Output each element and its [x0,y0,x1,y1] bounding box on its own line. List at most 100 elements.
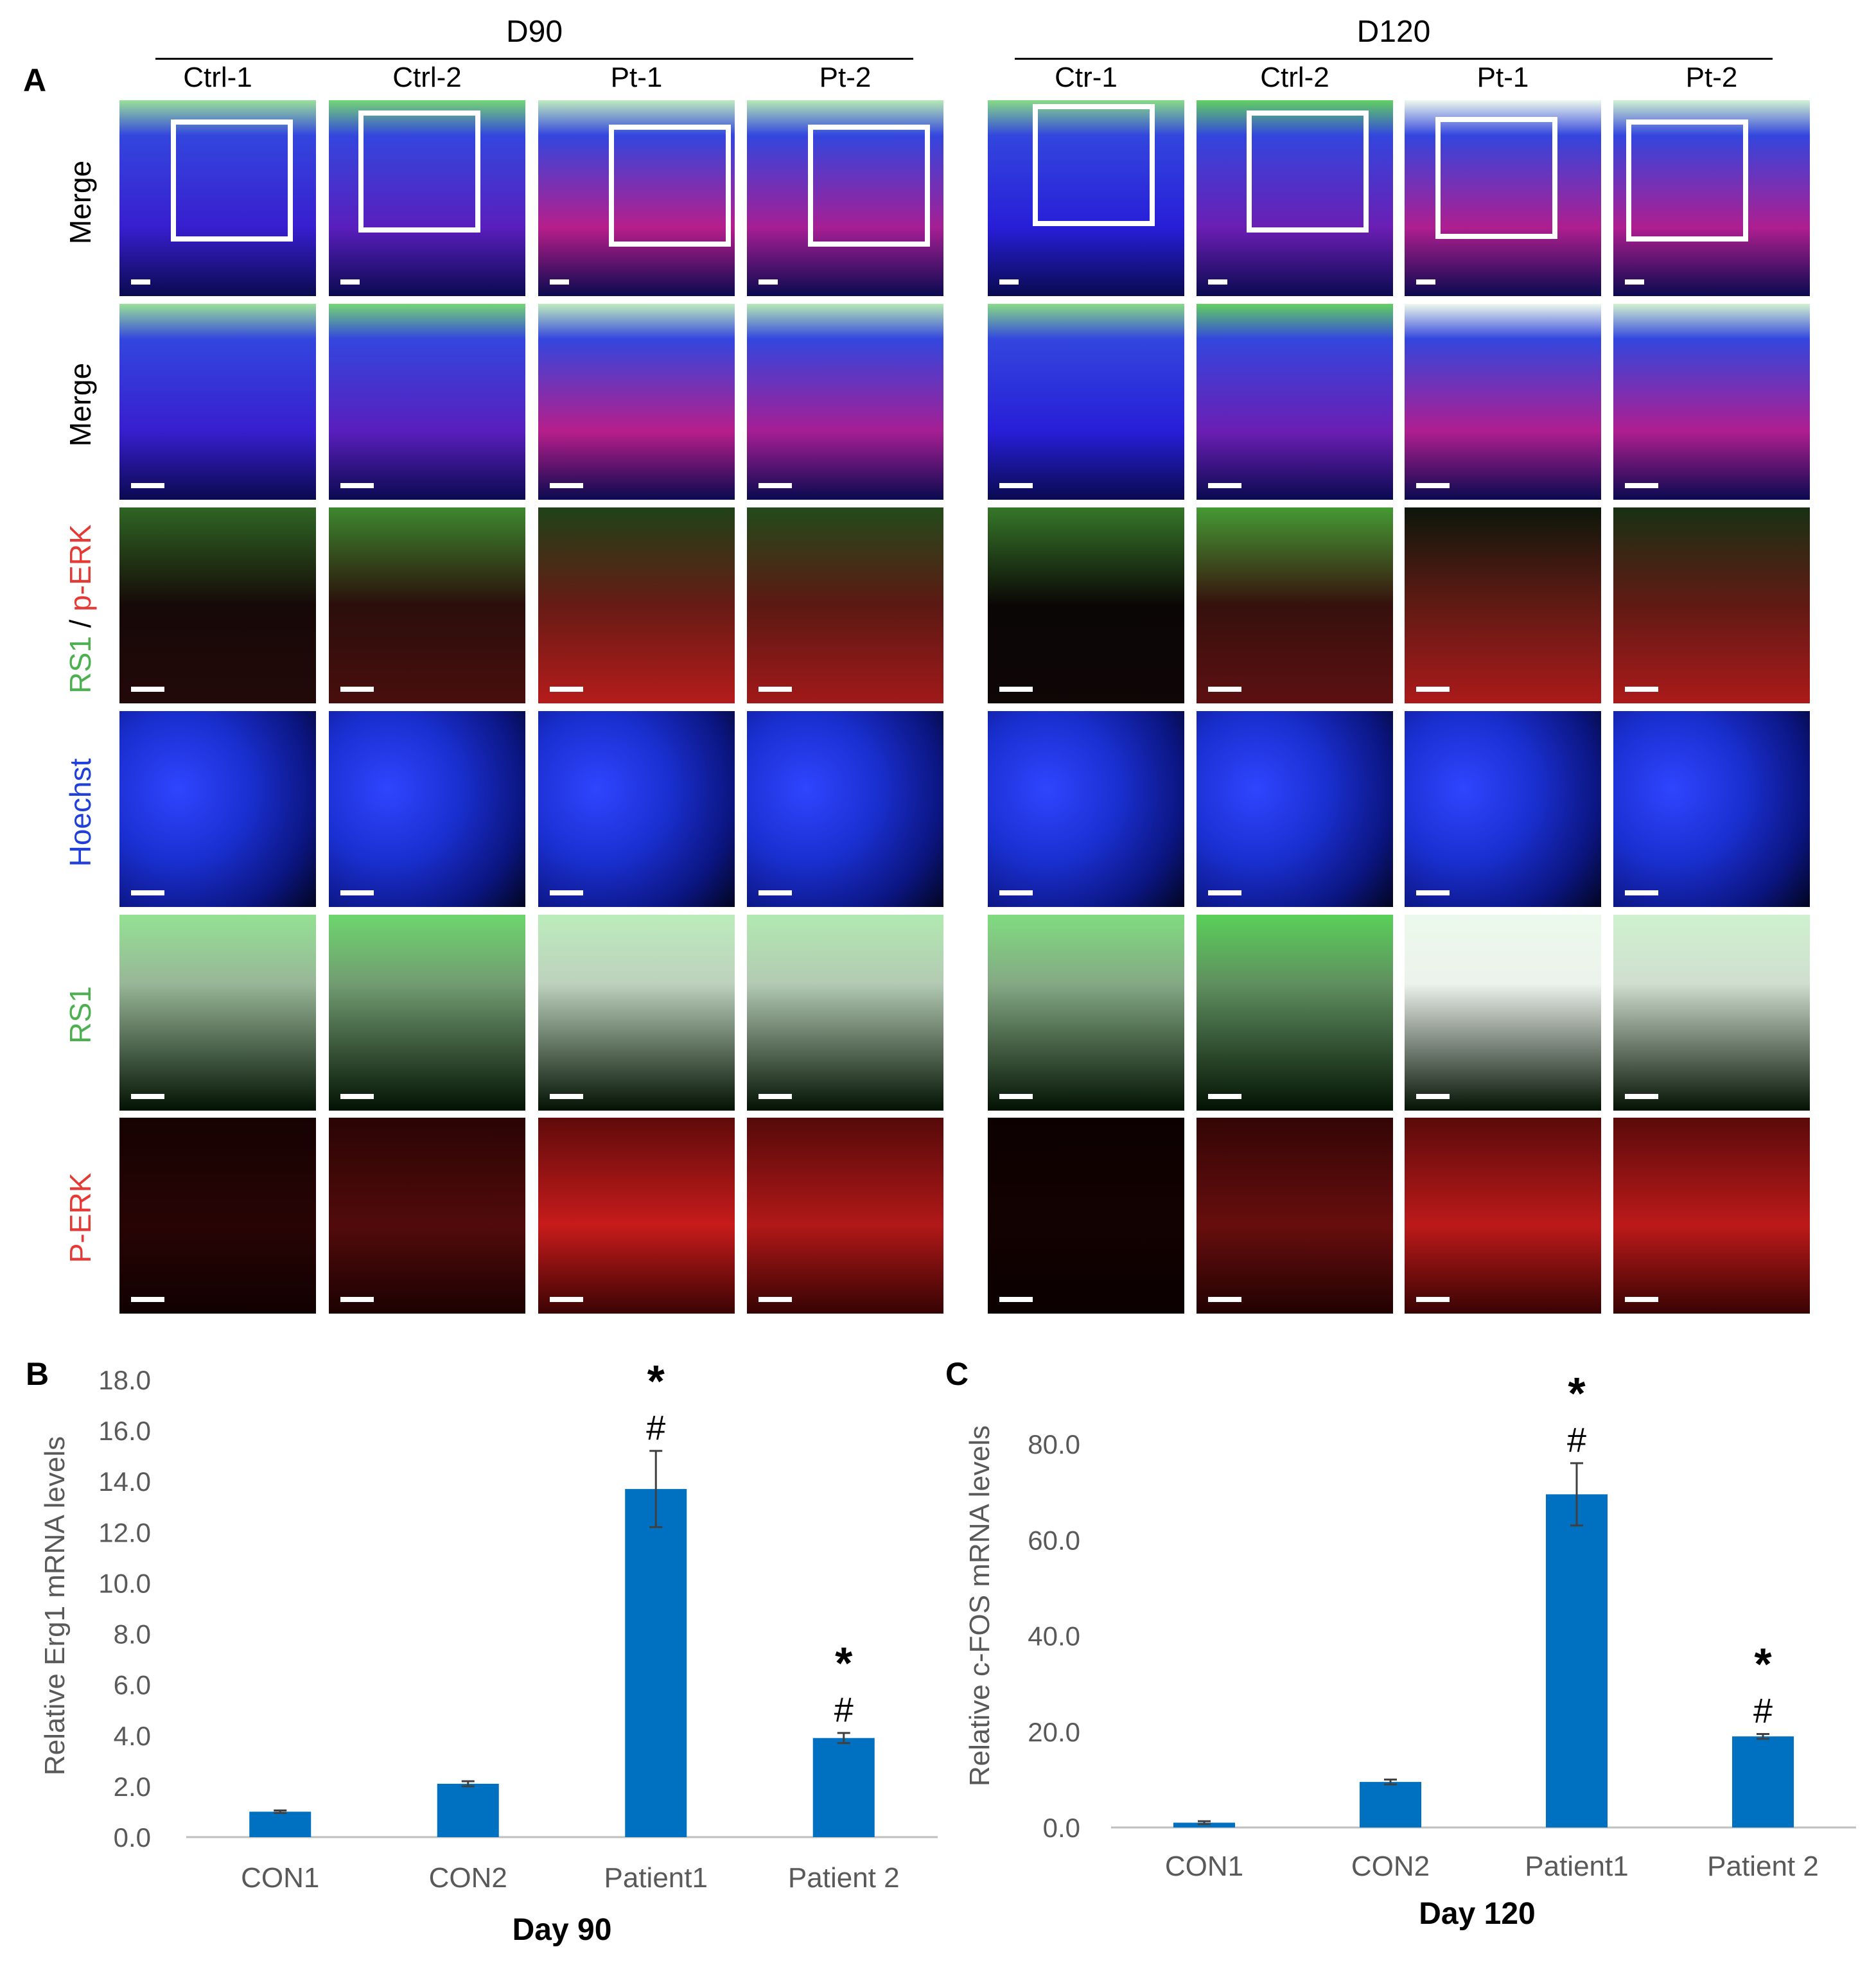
row-label-perk: P-ERK [64,1172,97,1263]
scale-bar [340,687,374,692]
chart-c-y-ticks: 0.0 20.0 40.0 60.0 80.0 [1028,1429,1080,1843]
scale-bar [1208,483,1241,488]
scale-bar [1625,687,1658,692]
zoom-region-box [1435,117,1557,239]
scale-bar [999,1094,1033,1099]
chart-b-ytick-label: 4.0 [114,1721,151,1751]
micrograph-perk-d120-pt1 [1405,1118,1601,1314]
scale-bar [758,1094,792,1099]
micrograph-rs1-d120-pt1 [1405,915,1601,1111]
micrograph-merge-overview-d120-ctrl2 [1197,100,1393,296]
chart-c-category-label-2: CON2 [1351,1851,1430,1882]
micrograph-rs1-perk-d90-ctrl2 [329,507,525,703]
micrograph-merge-overview-d90-pt2 [747,100,943,296]
scale-bar [131,1297,164,1302]
micrograph-hoechst-d90-ctrl1 [119,711,316,907]
scale-bar [999,483,1033,488]
chart-b-bar-4 [812,1738,875,1837]
micrograph-perk-d120-ctr1 [988,1118,1184,1314]
chart-b-bars: *#*# [249,1356,875,1837]
zoom-region-box [1247,110,1369,233]
scale-bar [131,687,164,692]
scale-bar [550,1297,583,1302]
column-label-d120-pt1: Pt-1 [1477,62,1529,93]
scale-bar [758,483,792,488]
chart-b-significance-star-4: * [835,1638,853,1688]
chart-c-category-label-1: CON1 [1165,1851,1243,1882]
chart-b-bar-2 [437,1783,499,1837]
scale-bar [340,279,360,285]
micrograph-perk-d120-pt2 [1613,1118,1810,1314]
chart-c-bars: *#*# [1173,1368,1794,1827]
group-label-d90: D90 [505,15,563,49]
scale-bar [1416,279,1435,285]
micrograph-merge-zoom-d120-ctr1 [988,304,1184,500]
scale-bar [1625,279,1644,285]
scale-bar [550,279,569,285]
micrograph-merge-overview-d120-pt1 [1405,100,1601,296]
micrograph-perk-d90-ctrl2 [329,1118,525,1314]
chart-b-ytick-label: 12.0 [98,1517,151,1547]
scale-bar [340,1297,374,1302]
panel-letter-c: C [945,1356,969,1392]
scale-bar [1208,1094,1241,1099]
scale-bar [1625,1094,1658,1099]
chart-c-category-label-4: Patient 2 [1707,1851,1819,1882]
micrograph-merge-overview-d90-ctrl1 [119,100,316,296]
row-label-hoechst: Hoechst [64,758,97,867]
micrograph-perk-d90-pt2 [747,1118,943,1314]
row-label-rs1: RS1 [64,986,97,1044]
chart-c-bar-2 [1360,1782,1421,1827]
micrograph-merge-zoom-d90-pt1 [538,304,735,500]
chart-b-category-label-2: CON2 [429,1862,507,1894]
micrograph-perk-d90-pt1 [538,1118,735,1314]
panel-letter-a: A [23,62,47,98]
chart-b-ytick-label: 10.0 [98,1568,151,1598]
chart-b-xlabel: Day 90 [513,1913,612,1947]
chart-c-cfos: 0.020.040.060.080.0 *#*# CON1 CON2 Patient… [964,1368,1856,1931]
micrograph-perk-d90-ctrl1 [119,1118,316,1314]
chart-c-ytick-label: 20.0 [1028,1717,1080,1747]
chart-b-ytick-label: 6.0 [114,1670,151,1700]
micrograph-rs1-perk-d120-pt2 [1613,507,1810,703]
micrograph-merge-zoom-d90-ctrl1 [119,304,316,500]
micrograph-rs1-d90-ctrl2 [329,915,525,1111]
micrograph-rs1-d90-pt2 [747,915,943,1111]
scale-bar [999,687,1033,692]
row-label-perk-part: p-ERK [64,524,97,612]
scale-bar [1416,483,1450,488]
group-divider-d90 [155,58,913,60]
scale-bar [1416,1094,1450,1099]
scale-bar [758,1297,792,1302]
chart-c-significance-star-3: * [1568,1368,1586,1418]
scale-bar [999,890,1033,895]
chart-b-bar-1 [249,1811,311,1837]
scale-bar [1416,687,1450,692]
micrograph-merge-zoom-d90-pt2 [747,304,943,500]
scale-bar [550,483,583,488]
column-label-d120-pt2: Pt-2 [1685,62,1738,93]
scale-bar [1625,483,1658,488]
zoom-region-box [358,110,480,233]
micrograph-merge-overview-d120-pt2 [1613,100,1810,296]
row-label-merge-1: Merge [64,160,97,245]
chart-b-ytick-label: 8.0 [114,1619,151,1650]
chart-b-significance-hash-3: # [646,1409,665,1447]
micrograph-hoechst-d90-pt2 [747,711,943,907]
chart-b-y-ticks: 0.0 2.0 4.0 6.0 8.0 10.0 12.0 14.0 16.0 18.0 [98,1365,151,1853]
chart-c-ytick-label: 60.0 [1028,1525,1080,1555]
scale-bar [758,687,792,692]
chart-c-significance-hash-4: # [1753,1691,1773,1730]
group-divider-d120 [1015,58,1773,60]
chart-b-category-label-4: Patient 2 [788,1862,900,1894]
row-label-separator: / [64,611,97,637]
chart-c-significance-hash-3: # [1567,1421,1586,1459]
scale-bar [550,687,583,692]
chart-b-category-label-1: CON1 [241,1862,319,1894]
column-label-d90-ctrl2: Ctrl-2 [392,62,462,93]
scale-bar [340,483,374,488]
micrograph-rs1-d120-ctr1 [988,915,1184,1111]
zoom-region-box [808,125,930,247]
scale-bar [131,890,164,895]
column-label-d90-pt1: Pt-1 [610,62,663,93]
